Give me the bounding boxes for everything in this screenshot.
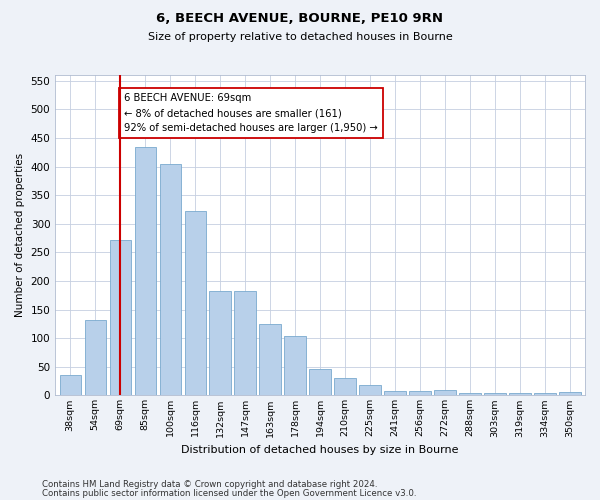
Bar: [85, 320, 106, 396]
Bar: [134, 146, 156, 396]
Bar: [434, 390, 455, 396]
Bar: [559, 392, 581, 396]
Bar: [359, 385, 380, 396]
Bar: [409, 391, 431, 396]
Text: 6 BEECH AVENUE: 69sqm
← 8% of detached houses are smaller (161)
92% of semi-deta: 6 BEECH AVENUE: 69sqm ← 8% of detached h…: [124, 94, 377, 133]
Bar: [209, 290, 231, 396]
Bar: [460, 393, 481, 396]
X-axis label: Distribution of detached houses by size in Bourne: Distribution of detached houses by size …: [181, 445, 459, 455]
Text: Contains HM Land Registry data © Crown copyright and database right 2024.: Contains HM Land Registry data © Crown c…: [42, 480, 377, 489]
Bar: [185, 211, 206, 396]
Text: 6, BEECH AVENUE, BOURNE, PE10 9RN: 6, BEECH AVENUE, BOURNE, PE10 9RN: [157, 12, 443, 26]
Bar: [535, 392, 556, 396]
Bar: [310, 369, 331, 396]
Bar: [484, 392, 506, 396]
Bar: [235, 290, 256, 396]
Bar: [509, 393, 530, 396]
Bar: [334, 378, 356, 396]
Text: Size of property relative to detached houses in Bourne: Size of property relative to detached ho…: [148, 32, 452, 42]
Text: Contains public sector information licensed under the Open Government Licence v3: Contains public sector information licen…: [42, 489, 416, 498]
Y-axis label: Number of detached properties: Number of detached properties: [15, 153, 25, 318]
Bar: [110, 240, 131, 396]
Bar: [284, 336, 306, 396]
Bar: [259, 324, 281, 396]
Bar: [385, 391, 406, 396]
Bar: [59, 376, 81, 396]
Bar: [160, 164, 181, 396]
